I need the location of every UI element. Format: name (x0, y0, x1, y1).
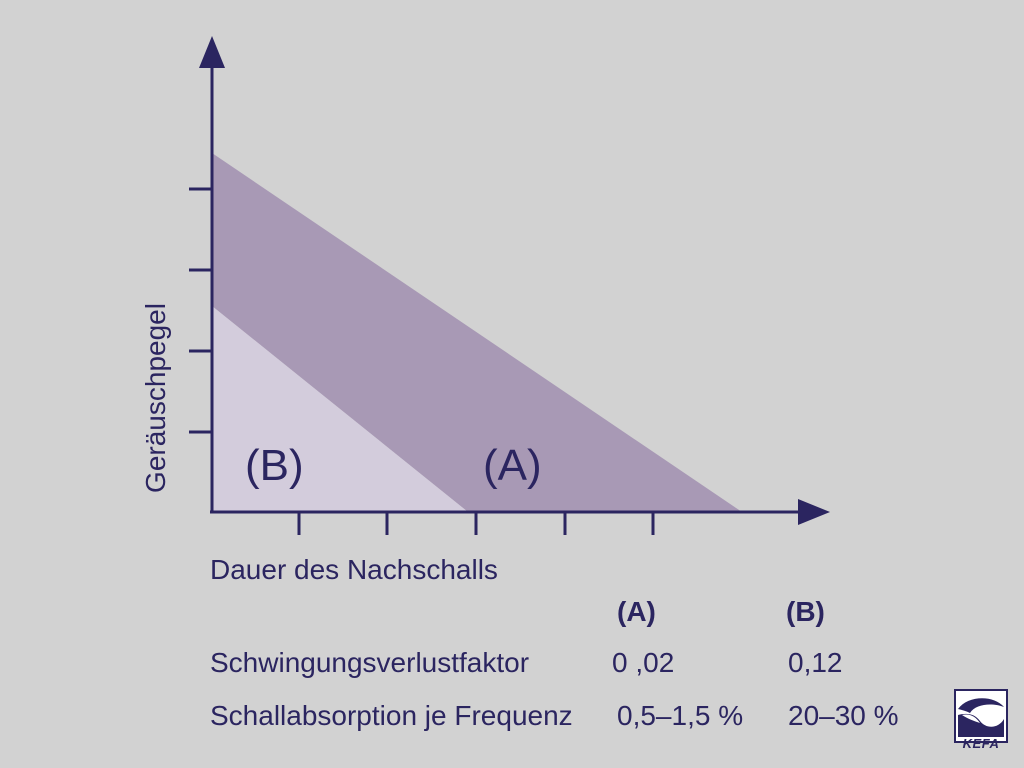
kefa-logo (954, 689, 1008, 743)
row-value-b: 20–30 % (788, 700, 899, 731)
region-a-label: (A) (483, 441, 542, 490)
row-value-a: 0,5–1,5 % (617, 700, 744, 731)
column-header-a: (A) (617, 596, 656, 627)
row-label: Schallabsorption je Frequenz (210, 700, 573, 731)
region-b-label: (B) (245, 441, 304, 490)
x-axis-label: Dauer des Nachschalls (210, 554, 498, 585)
y-axis-arrow (199, 36, 225, 68)
row-label: Schwingungsverlustfaktor (210, 647, 530, 678)
y-axis-label: Geräuschpegel (140, 303, 171, 493)
x-axis-arrow (798, 499, 830, 525)
row-value-b: 0,12 (788, 647, 843, 678)
region-b-area (212, 306, 468, 512)
logo-text: KEFA (962, 736, 1000, 751)
region-a-band (212, 153, 742, 512)
row-value-a: 0 ,02 (612, 647, 675, 678)
column-header-b: (B) (786, 596, 825, 627)
